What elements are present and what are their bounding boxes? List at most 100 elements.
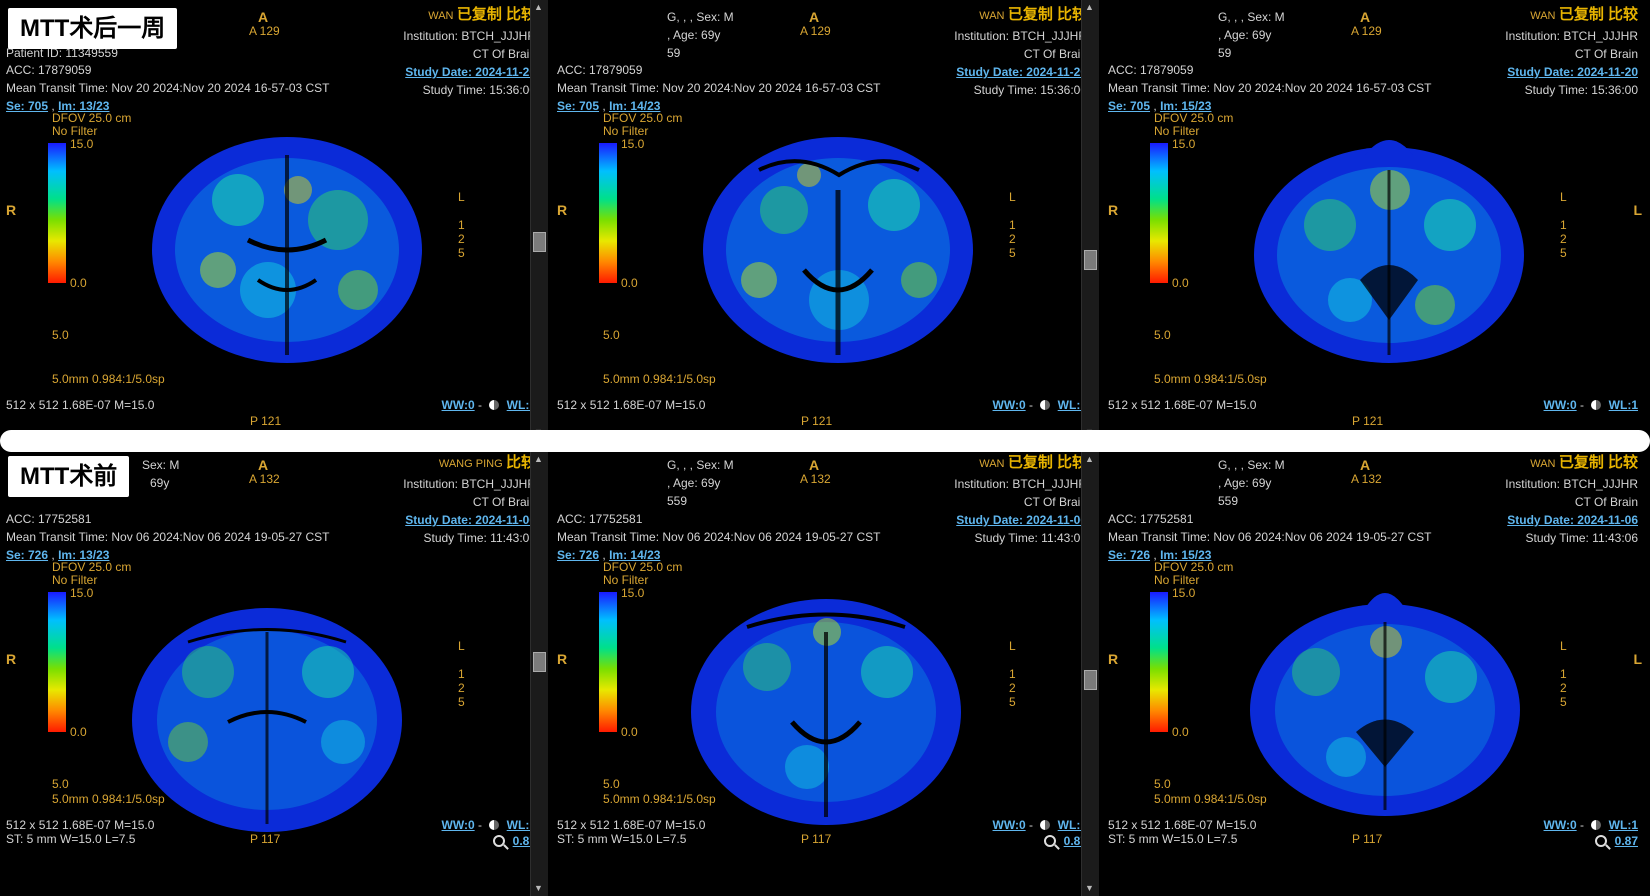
orient-top-label: A	[809, 9, 820, 25]
operator-name: WANG PING	[438, 458, 503, 470]
brightness-icon[interactable]	[1040, 400, 1051, 410]
viewport-panel[interactable]: G, , , Sex: M , Age: 69y 59 ACC: 1787905…	[551, 0, 1099, 440]
scale-min: 0.0	[70, 725, 87, 739]
brightness-icon[interactable]	[1591, 820, 1602, 830]
orient-top-label: A	[258, 457, 269, 473]
image-link[interactable]: Im: 14/23	[609, 99, 661, 113]
colorbar	[1150, 592, 1168, 732]
series-image-line: Se: 726 , Im: 13/23	[6, 548, 109, 562]
window-width-link[interactable]: WW:0	[992, 818, 1026, 832]
separator: -	[477, 818, 482, 832]
image-link[interactable]: Im: 14/23	[609, 548, 661, 562]
image-link[interactable]: Im: 13/23	[58, 99, 110, 113]
image-link[interactable]: Im: 15/23	[1160, 548, 1212, 562]
zoom-value-link[interactable]: 0.87	[1614, 834, 1638, 848]
arrow-up-icon[interactable]: ▲	[1085, 454, 1094, 464]
orient-left-label: R	[557, 651, 568, 667]
arrow-down-icon[interactable]: ▼	[1085, 883, 1094, 893]
mtt-timeline: Mean Transit Time: Nov 20 2024:Nov 20 20…	[557, 81, 881, 95]
image-link[interactable]: Im: 15/23	[1160, 99, 1212, 113]
magnifier-icon[interactable]	[1595, 835, 1608, 847]
posterior-label: P 117	[801, 832, 832, 846]
viewport-scrollbar[interactable]: ▲ ▼	[530, 0, 548, 440]
scroll-thumb[interactable]	[1084, 670, 1097, 690]
scroll-thumb[interactable]	[533, 232, 546, 252]
row-divider	[0, 430, 1650, 452]
window-level-link[interactable]: WL:1	[1608, 818, 1638, 832]
mtt-brain-map	[132, 608, 402, 832]
study-date-link[interactable]: Study Date: 2024-11-20	[405, 65, 536, 79]
series-link[interactable]: Se: 726	[1108, 548, 1151, 562]
viewport-scrollbar[interactable]: ▲ ▼	[1081, 0, 1099, 440]
series-image-line: Se: 726 , Im: 15/23	[1108, 548, 1211, 562]
study-date-link[interactable]: Study Date: 2024-11-20	[956, 65, 1087, 79]
side-ruler-2: 2	[458, 232, 465, 246]
posterior-label: P 121	[1352, 414, 1384, 428]
series-link[interactable]: Se: 726	[557, 548, 600, 562]
orient-left-label: R	[6, 651, 17, 667]
arrow-up-icon[interactable]: ▲	[1085, 2, 1094, 12]
separator: ,	[51, 99, 55, 113]
viewport-panel[interactable]: Patient ID: 11349559 ACC: 17879059 Mean …	[0, 0, 548, 440]
side-ruler-1: 1	[1560, 218, 1567, 232]
study-date-link[interactable]: Study Date: 2024-11-06	[956, 513, 1087, 527]
series-link[interactable]: Se: 705	[1108, 99, 1151, 113]
scale-min: 0.0	[621, 276, 638, 290]
brightness-icon[interactable]	[1040, 820, 1051, 830]
series-link[interactable]: Se: 726	[6, 548, 49, 562]
side-ruler-l: L	[1560, 639, 1567, 653]
viewport-scrollbar[interactable]: ▲ ▼	[1081, 452, 1099, 896]
window-level-link[interactable]: WL:1	[1057, 398, 1087, 412]
viewport-panel[interactable]: G, , , Sex: M , Age: 69y 59 ACC: 1787905…	[1102, 0, 1650, 440]
brightness-icon[interactable]	[1591, 400, 1602, 410]
mtt-brain-map	[691, 599, 961, 825]
patient-id-line: 59	[1218, 46, 1232, 60]
patient-id-line: 559	[667, 494, 688, 508]
viewport-scrollbar[interactable]: ▲ ▼	[530, 452, 548, 896]
window-level-link[interactable]: WL:1	[506, 818, 536, 832]
series-link[interactable]: Se: 705	[6, 99, 49, 113]
viewport-panel[interactable]: G, , , Sex: M , Age: 69y 559 ACC: 177525…	[1102, 452, 1650, 892]
arrow-up-icon[interactable]: ▲	[534, 454, 543, 464]
window-level-link[interactable]: WL:1	[506, 398, 536, 412]
scale-mid: 5.0	[603, 328, 620, 342]
window-width-link[interactable]: WW:0	[441, 818, 475, 832]
window-width-link[interactable]: WW:0	[992, 398, 1026, 412]
side-ruler-l: L	[1009, 639, 1016, 653]
matrix-info: 512 x 512 1.68E-07 M=15.0	[1108, 398, 1257, 412]
magnifier-icon[interactable]	[493, 835, 506, 847]
study-date-link[interactable]: Study Date: 2024-11-06	[1507, 513, 1638, 527]
brightness-icon[interactable]	[489, 400, 500, 410]
window-level-link[interactable]: WL:1	[1608, 398, 1638, 412]
scroll-thumb[interactable]	[533, 652, 546, 672]
orient-top-label: A	[1360, 457, 1371, 473]
window-width-link[interactable]: WW:0	[1543, 818, 1577, 832]
scale-max: 15.0	[70, 586, 94, 600]
image-link[interactable]: Im: 13/23	[58, 548, 110, 562]
arrow-up-icon[interactable]: ▲	[534, 2, 543, 12]
scale-min: 0.0	[1172, 725, 1189, 739]
patient-id-line: Patient ID: 11349559	[6, 46, 118, 60]
viewport-panel[interactable]: G, , , Sex: M , Age: 69y 559 ACC: 177525…	[551, 452, 1099, 892]
dfov-label: DFOV 25.0 cm	[52, 560, 132, 574]
study-date-link[interactable]: Study Date: 2024-11-20	[1507, 65, 1638, 79]
patient-id-line: 559	[1218, 494, 1239, 508]
window-level-link[interactable]: WL:1	[1057, 818, 1087, 832]
compare-title: 比较	[505, 454, 536, 471]
series-description: CT Of Brain	[472, 47, 536, 61]
viewport-panel[interactable]: Sex: M 69y ACC: 17752581 Mean Transit Ti…	[0, 452, 548, 892]
side-ruler-5: 5	[1009, 695, 1016, 709]
scroll-thumb[interactable]	[1084, 250, 1097, 270]
magnifier-icon[interactable]	[1044, 835, 1057, 847]
brightness-icon[interactable]	[489, 820, 500, 830]
study-time: Study Time: 11:43:06	[974, 531, 1087, 545]
separator: ,	[1153, 99, 1157, 113]
arrow-down-icon[interactable]: ▼	[534, 883, 543, 893]
window-width-link[interactable]: WW:0	[441, 398, 475, 412]
study-time: Study Time: 15:36:00	[422, 83, 536, 97]
series-link[interactable]: Se: 705	[557, 99, 600, 113]
patient-name-sex: Sex: M	[142, 458, 180, 472]
window-width-link[interactable]: WW:0	[1543, 398, 1577, 412]
study-date-link[interactable]: Study Date: 2024-11-06	[405, 513, 536, 527]
scale-mid: 5.0	[52, 328, 69, 342]
